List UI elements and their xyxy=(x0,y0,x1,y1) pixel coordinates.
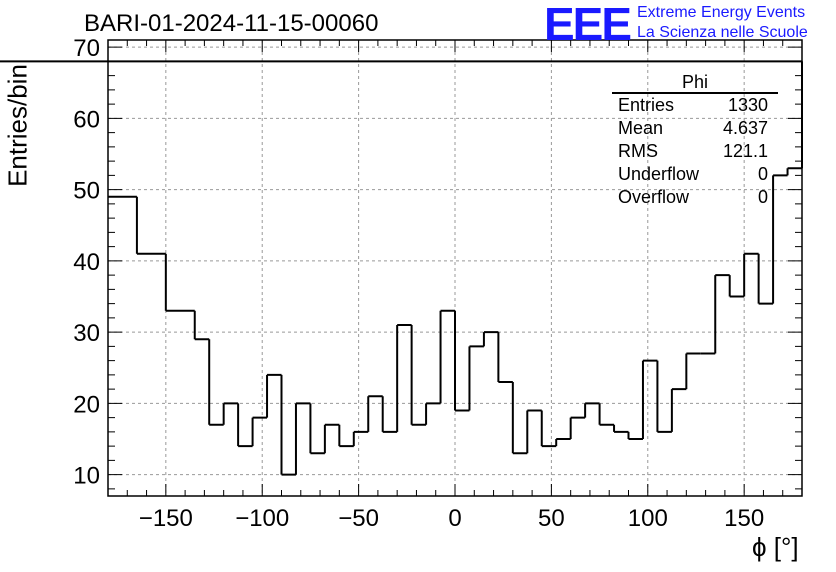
stats-key: Underflow xyxy=(618,164,700,184)
stats-value: 0 xyxy=(757,187,768,207)
y-tick-label: 10 xyxy=(73,463,100,490)
stats-title: Phi xyxy=(612,72,778,94)
y-tick-label: 40 xyxy=(73,249,100,276)
y-tick-label: 50 xyxy=(73,178,100,205)
stats-row: Mean 4.637 xyxy=(612,117,780,140)
logo-tagline-1: Extreme Energy Events xyxy=(637,4,806,21)
y-tick-label: 30 xyxy=(73,320,100,347)
stats-key: Overflow xyxy=(618,187,690,207)
stats-box: Phi Entries 1330 Mean 4.637 RMS 121.1 Un… xyxy=(612,72,780,209)
stats-value: 0 xyxy=(757,164,768,184)
ticks xyxy=(107,40,803,496)
x-tick-label: −50 xyxy=(338,505,379,532)
x-axis-label: ϕ [°] xyxy=(752,532,799,562)
stats-value: 4.637 xyxy=(722,118,768,138)
x-tick-label: 100 xyxy=(628,505,668,532)
stats-row: Underflow 0 xyxy=(612,163,780,186)
stats-key: Entries xyxy=(618,95,675,115)
stats-key: RMS xyxy=(618,141,658,161)
stats-row: Overflow 0 xyxy=(612,186,780,209)
eee-logo: EEE xyxy=(544,0,632,50)
stats-value: 1330 xyxy=(727,95,768,115)
y-tick-label: 70 xyxy=(73,35,100,62)
x-tick-label: 150 xyxy=(724,505,764,532)
chart-title: BARI-01-2024-11-15-00060 xyxy=(84,10,379,37)
stats-key: Mean xyxy=(618,118,664,138)
y-axis-label: Entries/bin xyxy=(2,64,33,187)
x-tick-label: −100 xyxy=(235,505,289,532)
x-tick-label: −150 xyxy=(139,505,193,532)
tick-labels: −150 −100 −50 0 50 100 150 10 20 30 40 50 60 70 xyxy=(73,35,764,532)
stats-row: RMS 121.1 xyxy=(612,140,780,163)
histogram-bars xyxy=(0,60,803,476)
stats-value: 121.1 xyxy=(722,141,768,161)
y-tick-label: 20 xyxy=(73,391,100,418)
x-tick-label: 50 xyxy=(538,505,565,532)
y-tick-label: 60 xyxy=(73,106,100,133)
logo-tagline-2: La Scienza nelle Scuole xyxy=(637,24,808,41)
stats-row: Entries 1330 xyxy=(612,94,780,117)
x-tick-label: 0 xyxy=(448,505,461,532)
